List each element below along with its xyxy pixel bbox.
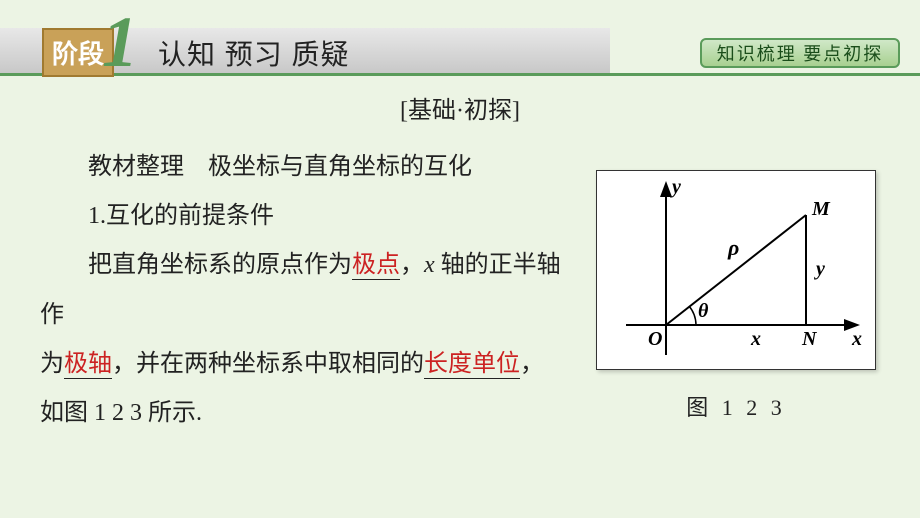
stage-number: 1 (102, 6, 138, 78)
right-pill: 知识梳理 要点初探 (700, 38, 900, 68)
label-M: M (811, 198, 831, 220)
para-line-1: 把直角坐标系的原点作为极点，x 轴的正半轴作 (40, 241, 580, 339)
text-seg: ， (520, 351, 544, 377)
stage-title: 认知 预习 质疑 (158, 33, 350, 73)
line-1: 教材整理 极坐标与直角坐标的互化 (40, 143, 580, 192)
header-bar: 阶段 1 认知 预习 质疑 知识梳理 要点初探 (0, 0, 920, 62)
header-underline (0, 73, 920, 76)
label-y-axis: y (670, 176, 681, 198)
text-seg: ，并在两种坐标系中取相同的 (112, 351, 424, 377)
para-line-3: 如图 1 2 3 所示. (40, 389, 580, 438)
label-origin: O (648, 328, 662, 350)
text-seg: 为 (40, 351, 64, 377)
para-line-2: 为极轴，并在两种坐标系中取相同的长度单位， (40, 340, 580, 389)
label-x-seg: x (750, 328, 761, 350)
figure-block: y x O M N ρ θ x y 图 1 2 3 (596, 170, 876, 422)
label-theta: θ (698, 300, 709, 322)
x-var: x (424, 252, 435, 278)
blank-unit: 长度单位 (424, 351, 520, 379)
label-N: N (801, 328, 818, 350)
figure-caption: 图 1 2 3 (596, 390, 876, 422)
text-seg: 把直角坐标系的原点作为 (88, 252, 352, 278)
blank-pole: 极点 (352, 252, 400, 280)
section-head: [基础·初探] (40, 90, 880, 125)
blank-axis: 极轴 (64, 351, 112, 379)
label-x-axis: x (851, 328, 862, 350)
text-seg: ， (400, 252, 424, 278)
line-2: 1.互化的前提条件 (40, 192, 580, 241)
label-rho: ρ (727, 235, 739, 260)
diagram-svg: y x O M N ρ θ x y (606, 175, 866, 365)
figure-box: y x O M N ρ θ x y (596, 170, 876, 370)
label-y-seg: y (814, 258, 825, 280)
